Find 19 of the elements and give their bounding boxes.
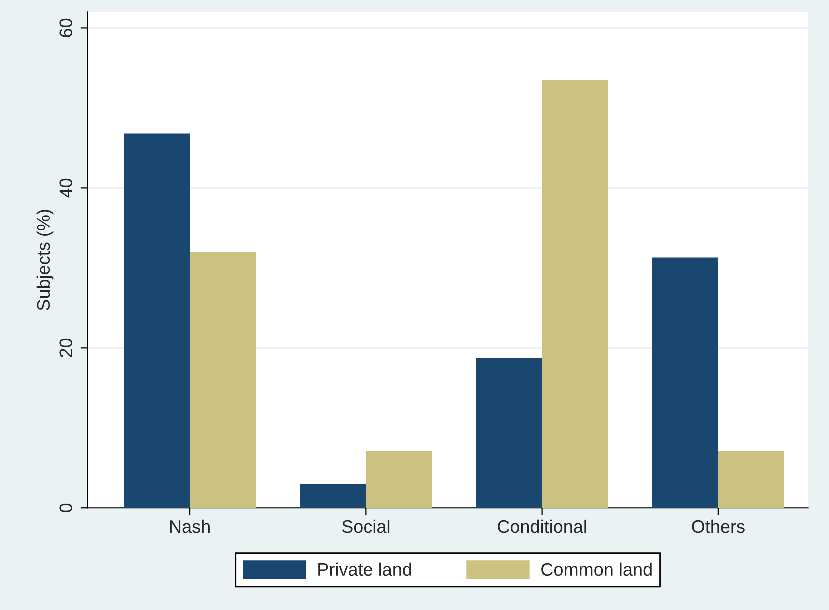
bar xyxy=(190,252,256,508)
bar xyxy=(124,134,190,508)
x-tick-label: Conditional xyxy=(498,520,586,534)
legend-label: Common land xyxy=(542,562,652,576)
x-tick-label: Social xyxy=(342,520,390,534)
legend-label: Private land xyxy=(318,562,412,576)
bar xyxy=(542,80,608,508)
y-tick-label: 20 xyxy=(60,338,72,358)
y-tick-label: 60 xyxy=(60,18,72,38)
x-tick-label: Nash xyxy=(170,520,210,534)
bar xyxy=(366,451,432,508)
y-axis-title: Subjects (%) xyxy=(36,210,54,311)
bar xyxy=(652,258,718,508)
y-tick-label: 40 xyxy=(60,178,72,198)
x-tick-label: Others xyxy=(692,520,745,534)
bar xyxy=(300,484,366,508)
y-tick-label: 0 xyxy=(60,504,72,512)
bar xyxy=(476,358,542,508)
bar xyxy=(718,451,784,508)
